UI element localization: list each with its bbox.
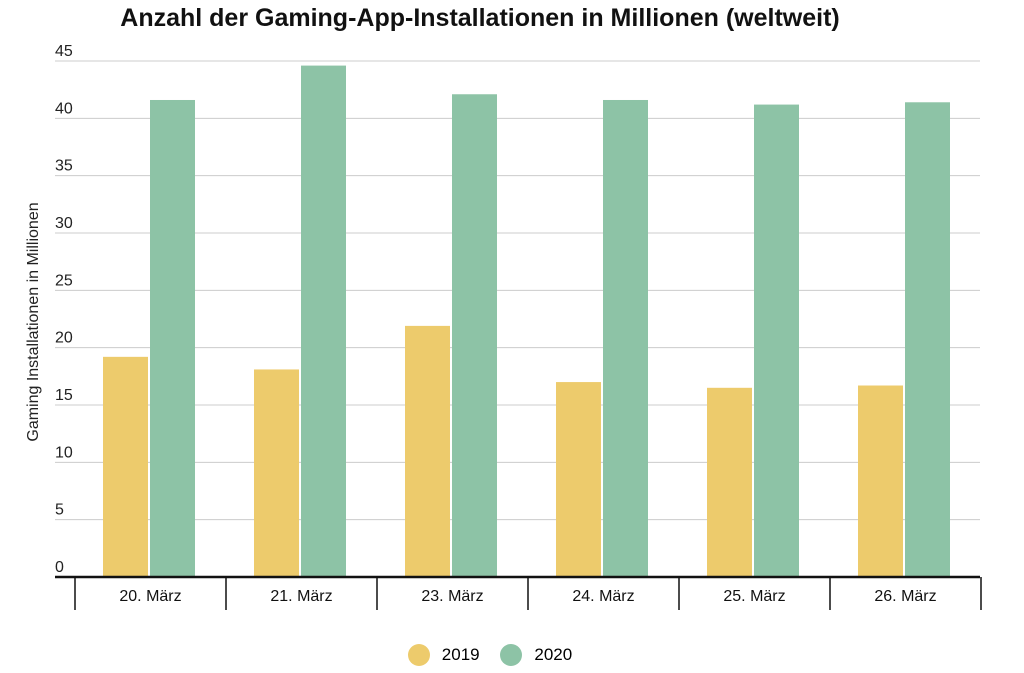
legend-label-2019: 2019 xyxy=(441,645,480,664)
bar-2019 xyxy=(405,325,450,577)
bar-2020 xyxy=(754,104,799,577)
bar-2019 xyxy=(254,369,299,577)
x-tick-label: 23. März xyxy=(421,588,483,605)
x-tick-label: 26. März xyxy=(874,588,936,605)
y-tick-label: 40 xyxy=(55,100,73,117)
bar-2020 xyxy=(452,94,497,578)
legend-item-2019: 2019 xyxy=(407,644,480,666)
y-tick-label: 30 xyxy=(55,215,73,232)
legend-swatch-2019 xyxy=(407,644,430,666)
bar-2019 xyxy=(103,356,148,577)
y-tick-label: 5 xyxy=(55,502,64,519)
legend: 2019 2020 xyxy=(0,644,980,671)
bar-2019 xyxy=(858,385,903,577)
bar-2020 xyxy=(150,99,195,577)
y-tick-label: 35 xyxy=(55,158,73,175)
bar-2019 xyxy=(556,382,601,577)
y-tick-label: 15 xyxy=(55,387,73,404)
x-tick-label: 25. März xyxy=(723,588,785,605)
y-tick-label: 45 xyxy=(55,43,73,60)
legend-item-2020: 2020 xyxy=(500,644,572,666)
legend-label-2020: 2020 xyxy=(534,645,573,664)
y-tick-label: 25 xyxy=(55,272,73,289)
bar-2019 xyxy=(707,387,752,577)
bar-2020 xyxy=(301,65,346,577)
y-tick-label: 20 xyxy=(55,330,73,347)
x-tick-label: 24. März xyxy=(572,588,634,605)
y-axis-title: Gaming Installationen in Millionen xyxy=(25,202,42,441)
bar-2020 xyxy=(905,102,950,577)
legend-swatch-2020 xyxy=(500,644,523,666)
x-tick-label: 20. März xyxy=(119,588,181,605)
y-tick-label: 0 xyxy=(55,559,64,576)
y-tick-label: 10 xyxy=(55,444,73,461)
x-tick-label: 21. März xyxy=(270,588,332,605)
chart-title: Anzahl der Gaming-App-Installationen in … xyxy=(120,4,840,32)
bar-2020 xyxy=(603,99,648,577)
